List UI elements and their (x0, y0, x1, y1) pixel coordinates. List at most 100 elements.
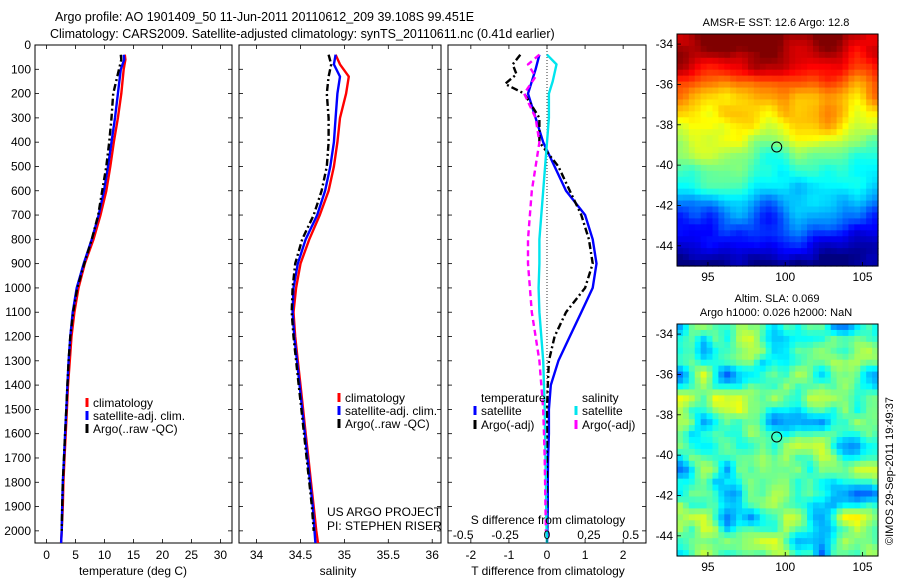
heatmap-cell (753, 135, 761, 142)
heatmap-cell (824, 230, 832, 237)
heatmap-cell (736, 341, 743, 349)
temperature-legend: climatology satellite-adj. clim. Argo(..… (85, 396, 185, 436)
heatmap-cell (795, 158, 802, 166)
heatmap-cell (736, 69, 743, 77)
heatmap-cell (854, 254, 861, 261)
heatmap-cell (783, 212, 790, 220)
heatmap-cell (759, 39, 767, 47)
heatmap-cell (759, 147, 767, 154)
heatmap-cell (747, 407, 755, 414)
heatmap-cell (759, 254, 767, 261)
heatmap-cell (848, 117, 855, 124)
heatmap-cell (830, 34, 838, 41)
heatmap-cell (807, 57, 814, 65)
heatmap-cell (677, 81, 684, 89)
heatmap-cell (724, 460, 731, 468)
heatmap-cell (759, 117, 767, 124)
heatmap-cell (682, 335, 690, 343)
heatmap-cell (795, 230, 802, 237)
heatmap-cell (682, 260, 690, 267)
heatmap-cell (807, 254, 814, 261)
heatmap-cell (718, 544, 725, 551)
heatmap-cell (706, 335, 714, 343)
heatmap-cell (712, 431, 719, 438)
heatmap-cell (812, 218, 820, 225)
heatmap-cell (872, 472, 879, 480)
heatmap-cell (712, 413, 719, 420)
heatmap-cell (730, 472, 737, 480)
heatmap-cell (736, 353, 743, 361)
heatmap-cell (824, 129, 832, 136)
heatmap-cell (688, 123, 696, 130)
salinity-xticks: 34 34.5 35 35.5 36 (250, 45, 439, 562)
heatmap-cell (771, 466, 779, 474)
heatmap-cell (682, 182, 690, 190)
heatmap-cell (736, 478, 743, 486)
heatmap-cell (742, 395, 749, 402)
heatmap-cell (860, 407, 867, 414)
heatmap-cell (836, 425, 844, 432)
heatmap-cell (742, 365, 749, 373)
heatmap-cell (854, 454, 861, 462)
heatmap-cell (836, 508, 844, 515)
heatmap-cell (807, 260, 814, 267)
heatmap-cell (872, 99, 879, 106)
heatmap-cell (812, 87, 820, 95)
heatmap-cell (854, 135, 861, 142)
heatmap-cell (759, 454, 767, 462)
heatmap-cell (801, 550, 808, 557)
heatmap-cell (730, 75, 737, 83)
heatmap-cell (688, 87, 696, 95)
heatmap-cell (706, 484, 714, 492)
heatmap-cell (759, 135, 767, 142)
heatmap-cell (872, 224, 879, 231)
heatmap-cell (724, 502, 731, 510)
heatmap-cell (842, 353, 850, 361)
heatmap-cell (747, 147, 755, 154)
heatmap-cell (706, 401, 714, 408)
heatmap-cell (694, 188, 702, 196)
heatmap-cell (771, 141, 779, 148)
heatmap-cell (677, 389, 684, 396)
heatmap-cell (730, 99, 737, 106)
heatmap-cell (771, 63, 779, 71)
heatmap-cell (736, 39, 743, 47)
heatmap-cell (842, 152, 850, 160)
heatmap-cell (677, 158, 684, 166)
heatmap-cell (688, 45, 696, 53)
heatmap-cell (718, 419, 725, 426)
heatmap-cell (730, 377, 737, 385)
heatmap-cell (759, 200, 767, 208)
heatmap-cell (783, 514, 790, 521)
heatmap-cell (807, 448, 814, 456)
heatmap-cell (736, 51, 743, 59)
heatmap-cell (783, 75, 790, 83)
heatmap-cell (789, 188, 796, 196)
heatmap-cell (783, 93, 790, 101)
heatmap-cell (700, 532, 708, 539)
heatmap-cell (753, 526, 761, 533)
heatmap-cell (801, 99, 808, 106)
heatmap-cell (848, 176, 855, 184)
heatmap-cell (777, 377, 785, 385)
heatmap-cell (706, 359, 714, 367)
heatmap-cell (836, 442, 844, 450)
heatmap-cell (795, 460, 802, 468)
heatmap-cell (848, 437, 855, 444)
heatmap-cell (759, 111, 767, 118)
heatmap-cell (765, 329, 773, 337)
heatmap-cell (848, 206, 855, 214)
heatmap-cell (807, 532, 814, 539)
heatmap-cell (854, 353, 861, 361)
heatmap-cell (777, 117, 785, 124)
heatmap-cell (706, 147, 714, 154)
heatmap-cell (712, 389, 719, 396)
heatmap-cell (694, 45, 702, 53)
heatmap-cell (765, 401, 773, 408)
heatmap-cell (753, 81, 761, 89)
heatmap-cell (866, 135, 873, 142)
heatmap-cell (712, 135, 719, 142)
heatmap-cell (742, 75, 749, 83)
heatmap-cell (848, 111, 855, 118)
heatmap-cell (736, 508, 743, 515)
